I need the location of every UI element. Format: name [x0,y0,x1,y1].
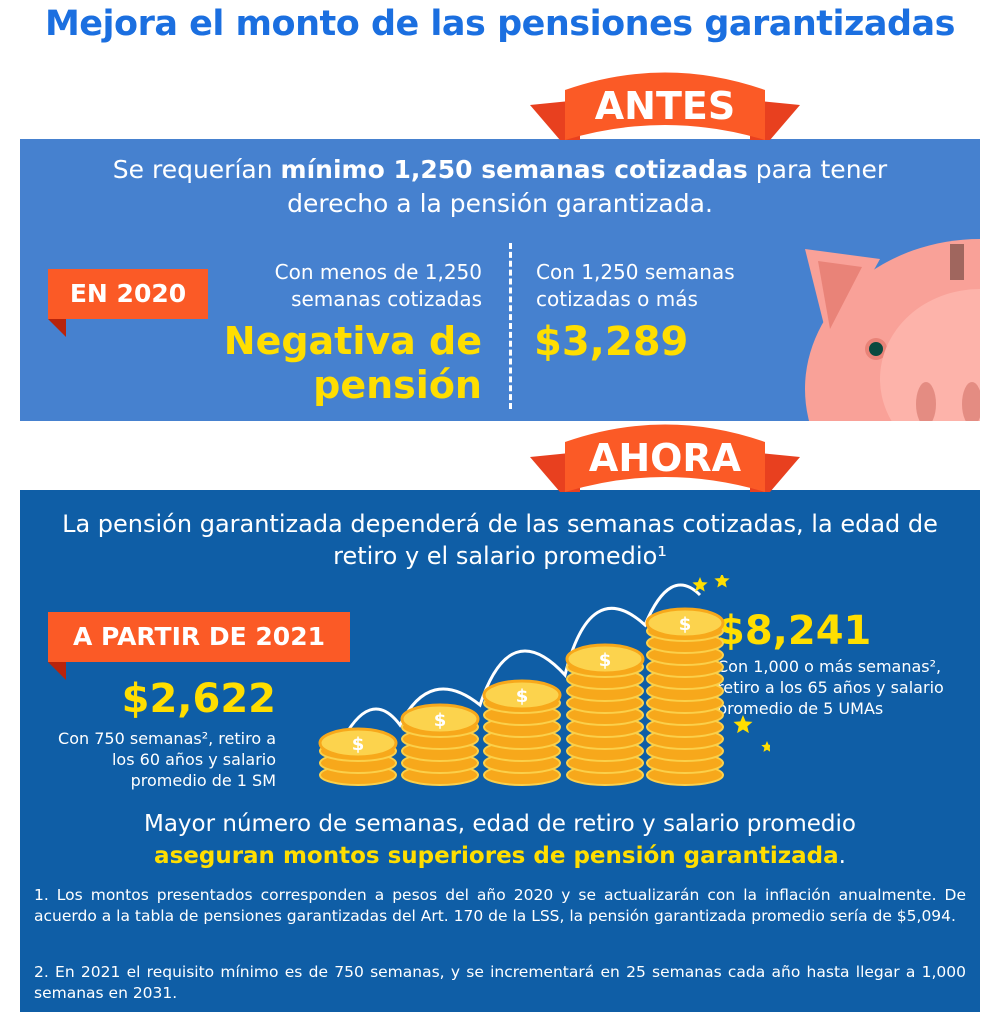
star-icon [733,715,753,734]
footnote-2: 2. En 2021 el requisito mínimo es de 750… [34,963,966,1002]
ahora-intro: La pensión garantizada dependerá de las … [62,510,938,570]
dollar-icon: $ [516,686,529,707]
negativa-value: Negativa de pensión [223,319,482,407]
coin-stack: $ [645,607,725,786]
star-icon [692,577,708,592]
antes-ribbon: ANTES [530,70,800,150]
coin-stack: $ [318,727,398,786]
page-title: Mejora el monto de las pensiones garanti… [44,4,956,44]
min-desc: Con 750 semanas², retiro a los 60 años y… [58,729,276,790]
dollar-icon: $ [434,710,447,731]
dollar-icon: $ [352,734,365,755]
summary: Mayor número de semanas, edad de retiro … [143,811,856,869]
star-icon [761,741,770,752]
min-value: $2,622 [121,676,276,722]
max-value: $8,241 [717,608,872,654]
a-partir-2021-tag: A PARTIR DE 2021 [48,612,350,680]
footnote-1: 1. Los montos presentados corresponden a… [34,886,966,925]
dollar-icon: $ [679,614,692,635]
piggy-bank-icon [805,239,980,421]
coin-stacks-illustration: $ $ $ $ $ [318,575,770,786]
coin-stack: $ [482,679,562,786]
ahora-panel: La pensión garantizada dependerá de las … [20,490,980,1012]
ahora-ribbon: AHORA [530,422,800,502]
right-value: $3,289 [534,319,689,365]
en-2020-tag: EN 2020 [48,269,208,337]
divider [509,243,512,409]
max-desc: Con 1,000 o más semanas², retiro a los 6… [717,657,944,718]
tag-fold [48,319,66,337]
left-desc: Con menos de 1,250 semanas cotizadas [274,260,482,311]
dollar-icon: $ [599,650,612,671]
antes-intro: Se requerían mínimo 1,250 semanas cotiza… [112,155,888,218]
tag-fold [48,662,66,680]
coin-stack: $ [400,703,480,786]
antes-panel: Se requerían mínimo 1,250 semanas cotiza… [20,139,980,421]
coin-stack: $ [565,643,645,786]
arc-line [338,583,702,746]
right-desc: Con 1,250 semanas cotizadas o más [536,260,735,311]
star-icon [714,575,730,588]
